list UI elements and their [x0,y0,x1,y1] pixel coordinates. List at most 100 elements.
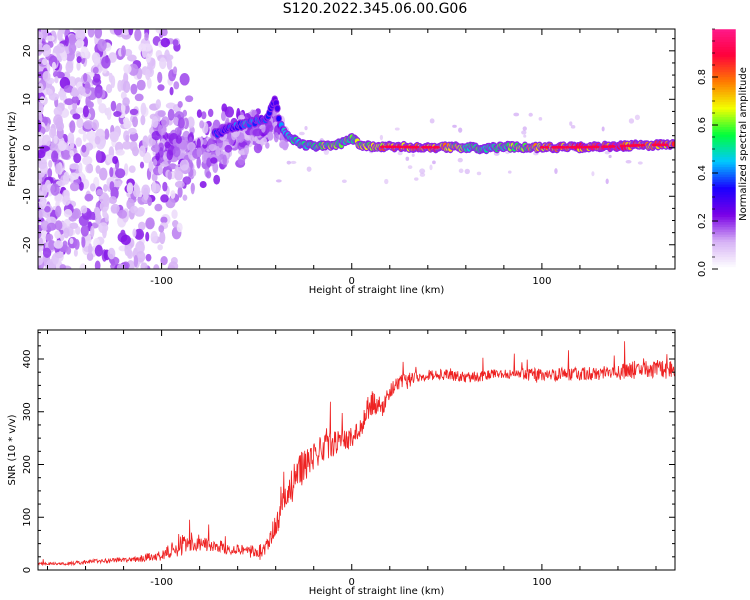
heatmap-cell [578,145,584,149]
heatmap-cell [175,135,182,144]
heatmap-cell [88,243,93,255]
heatmap-cell [82,105,89,118]
heatmap-cell [457,157,463,163]
heatmap-cell [87,29,95,38]
heatmap-cell [182,109,188,117]
heatmap-cell [54,230,61,239]
heatmap-cell [116,263,125,269]
heatmap-cell [94,86,103,99]
heatmap-cell [132,184,141,198]
heatmap-cell [104,128,110,140]
heatmap-cell [210,157,218,164]
heatmap-cell [82,155,93,166]
heatmap-cell [55,163,61,175]
colorbar-segment [712,46,736,50]
heatmap-cell [167,108,175,121]
heatmap-cell [84,193,94,202]
heatmap-cell [54,251,64,259]
colorbar-segment [712,186,736,190]
heatmap-cell [63,227,70,239]
heatmap-cell [153,158,158,166]
heatmap-cell [63,209,73,218]
heatmap-cell [75,39,85,49]
heatmap-cell [275,179,282,183]
heatmap-cell [199,120,205,129]
colorbar-segment [712,64,736,68]
heatmap-cell [62,240,68,251]
colorbar-segment [712,129,736,133]
heatmap-cell [134,29,142,42]
heatmap-cell [199,181,207,189]
colorbar-segment [712,89,736,93]
colorbar-segment [712,244,736,248]
heatmap-cell [538,117,543,121]
heatmap-cell [79,263,87,269]
heatmap-cell [202,138,208,146]
heatmap-cell [46,35,55,42]
heatmap-cell [134,230,143,239]
y-tick-label: 300 [22,402,33,421]
colorbar-segment [712,216,736,220]
y-tick-label: 10 [22,93,33,106]
heatmap-cell [117,80,123,92]
colorbar-segment [712,256,736,260]
heatmap-cell [591,171,595,177]
heatmap-cell [144,32,149,41]
colorbar-segment [712,206,736,210]
heatmap-cell [53,106,63,117]
colorbar-segment [712,199,736,203]
heatmap-cell [145,68,151,81]
heatmap-cell [86,252,94,261]
colorbar-segment [712,119,736,123]
colorbar-segment [712,41,736,45]
heatmap-cell [94,244,103,257]
figure-title: S120.2022.345.06.00.G06 [282,1,468,17]
colorbar-segment [712,171,736,175]
colorbar-segment [712,49,736,53]
colorbar-segment [712,139,736,143]
heatmap-cell [59,264,67,269]
heatmap-cell [323,149,330,155]
heatmap-cell [635,143,641,147]
y-tick-label: 400 [22,349,33,368]
colorbar-segment [712,111,736,115]
heatmap-cell [140,115,146,126]
heatmap-cell [64,98,74,106]
heatmap-cell [102,194,110,208]
heatmap-cell [170,190,176,199]
y-tick-label: -20 [22,237,33,253]
colorbar-segment [712,211,736,215]
heatmap-cell [407,165,413,170]
colorbar-segment [712,166,736,170]
colorbar-segment [712,29,736,33]
heatmap-cell [148,160,154,172]
heatmap-cell [38,119,42,133]
heatmap-cell [261,124,266,133]
heatmap-cell [128,165,136,173]
heatmap-cell [628,118,635,124]
heatmap-cell [427,145,434,149]
heatmap-cell [130,83,138,95]
heatmap-cell [76,56,82,64]
x-tick-label: 0 [349,577,355,588]
heatmap-cell [594,145,600,149]
heatmap-cell [168,163,177,170]
heatmap-cell [57,29,63,41]
heatmap-cell [136,251,146,263]
heatmap-cell [73,153,82,164]
heatmap-cell [136,79,146,91]
heatmap-cell [169,86,174,96]
colorbar-segment [712,174,736,178]
colorbar-segment [712,124,736,128]
heatmap-cell [201,151,208,164]
heatmap-cell [127,54,137,62]
colorbar-segment [712,161,736,165]
colorbar-tick-label: 0.0 [697,261,708,277]
colorbar-segment [712,66,736,70]
heatmap-cell [62,171,70,185]
heatmap-cell [167,171,172,180]
heatmap-cell [73,248,78,257]
heatmap-cell [128,127,137,135]
colorbar-segment [712,96,736,100]
heatmap-cell [570,125,576,129]
